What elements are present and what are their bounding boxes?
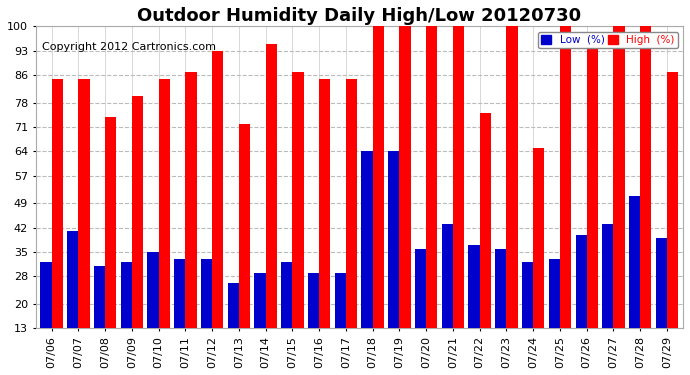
Bar: [308, 273, 319, 328]
Bar: [319, 78, 331, 328]
Bar: [613, 27, 624, 328]
Legend: Low  (%), High  (%): Low (%), High (%): [538, 32, 678, 48]
Bar: [239, 124, 250, 328]
Bar: [480, 113, 491, 328]
Bar: [426, 27, 437, 328]
Text: Copyright 2012 Cartronics.com: Copyright 2012 Cartronics.com: [42, 42, 216, 52]
Bar: [373, 27, 384, 328]
Bar: [293, 72, 304, 328]
Bar: [453, 27, 464, 328]
Bar: [667, 72, 678, 328]
Bar: [79, 78, 90, 328]
Bar: [335, 273, 346, 328]
Bar: [159, 78, 170, 328]
Bar: [495, 249, 506, 328]
Bar: [549, 259, 560, 328]
Bar: [67, 231, 79, 328]
Bar: [212, 51, 224, 328]
Bar: [132, 96, 143, 328]
Bar: [282, 262, 293, 328]
Bar: [560, 27, 571, 328]
Bar: [266, 44, 277, 328]
Bar: [629, 196, 640, 328]
Bar: [121, 262, 132, 328]
Bar: [186, 72, 197, 328]
Bar: [362, 152, 373, 328]
Bar: [255, 273, 266, 328]
Bar: [201, 259, 212, 328]
Bar: [41, 262, 52, 328]
Bar: [105, 117, 117, 328]
Bar: [469, 245, 480, 328]
Bar: [522, 262, 533, 328]
Bar: [656, 238, 667, 328]
Bar: [640, 27, 651, 328]
Bar: [415, 249, 426, 328]
Bar: [346, 78, 357, 328]
Bar: [228, 283, 239, 328]
Bar: [506, 27, 518, 328]
Bar: [602, 224, 613, 328]
Bar: [400, 27, 411, 328]
Bar: [388, 152, 400, 328]
Bar: [174, 259, 186, 328]
Bar: [94, 266, 105, 328]
Title: Outdoor Humidity Daily High/Low 20120730: Outdoor Humidity Daily High/Low 20120730: [137, 7, 582, 25]
Bar: [575, 235, 586, 328]
Bar: [52, 78, 63, 328]
Bar: [586, 40, 598, 328]
Bar: [148, 252, 159, 328]
Bar: [442, 224, 453, 328]
Bar: [533, 148, 544, 328]
